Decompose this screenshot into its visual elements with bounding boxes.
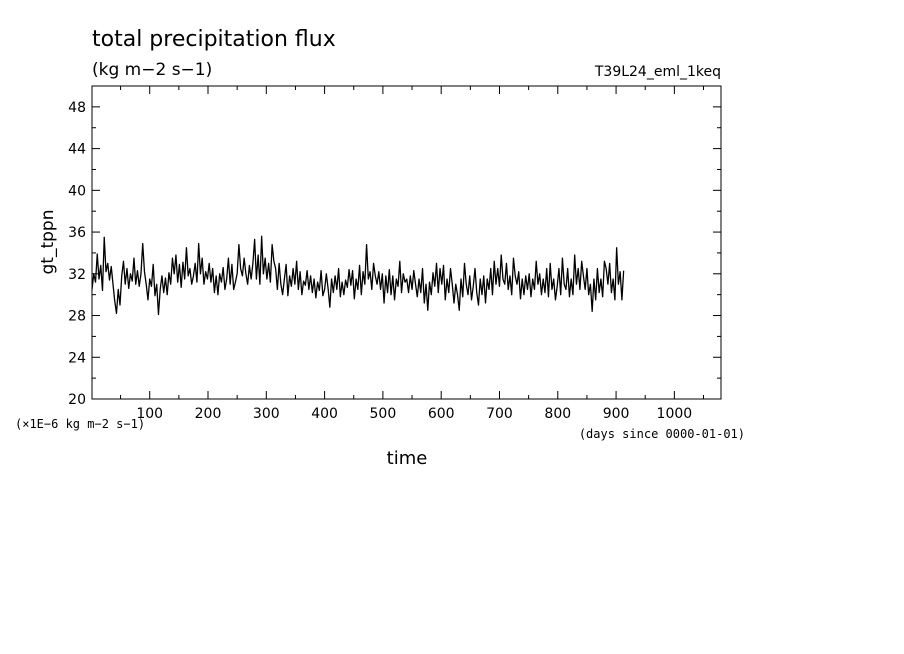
- x-tick-label: 400: [311, 406, 338, 422]
- y-scale-note: (×1E−6 kg m−2 s−1): [15, 417, 145, 431]
- x-tick-label: 800: [544, 406, 571, 422]
- x-tick-label: 700: [486, 406, 513, 422]
- y-tick-label: 20: [68, 392, 86, 408]
- series-line: [91, 235, 625, 316]
- y-axis-label: gt_tppn: [38, 210, 58, 275]
- y-tick-label: 40: [68, 183, 86, 199]
- x-tick-label: 900: [603, 406, 630, 422]
- x-tick-label: 1000: [657, 406, 693, 422]
- axis-tick-labels: 20 24 28 32 36 40 44 48 100 200 300 400 500 600 700 800…: [68, 100, 692, 422]
- y-tick-label: 24: [68, 350, 86, 366]
- x-tick-label: 300: [253, 406, 280, 422]
- axis-ticks: [92, 86, 721, 400]
- chart-units: (kg m−2 s−1): [92, 60, 212, 80]
- x-tick-label: 200: [195, 406, 222, 422]
- y-tick-label: 48: [68, 100, 86, 116]
- experiment-label: T39L24_eml_1keq: [594, 64, 721, 80]
- x-tick-label: 600: [428, 406, 455, 422]
- y-tick-label: 28: [68, 309, 86, 325]
- x-tick-label: 100: [136, 406, 163, 422]
- series-layer: [91, 235, 625, 316]
- x-units-label: (days since 0000-01-01): [579, 427, 745, 441]
- y-tick-label: 36: [68, 225, 86, 241]
- x-tick-label: 500: [370, 406, 397, 422]
- chart-title: total precipitation flux: [92, 27, 336, 52]
- plot-frame: [91, 85, 722, 400]
- x-axis-label: time: [387, 448, 428, 469]
- plot-area: 20 24 28 32 36 40 44 48 100 200 300 400 500 600 700 800…: [68, 85, 722, 422]
- y-tick-label: 32: [68, 267, 86, 283]
- y-tick-label: 44: [68, 142, 86, 158]
